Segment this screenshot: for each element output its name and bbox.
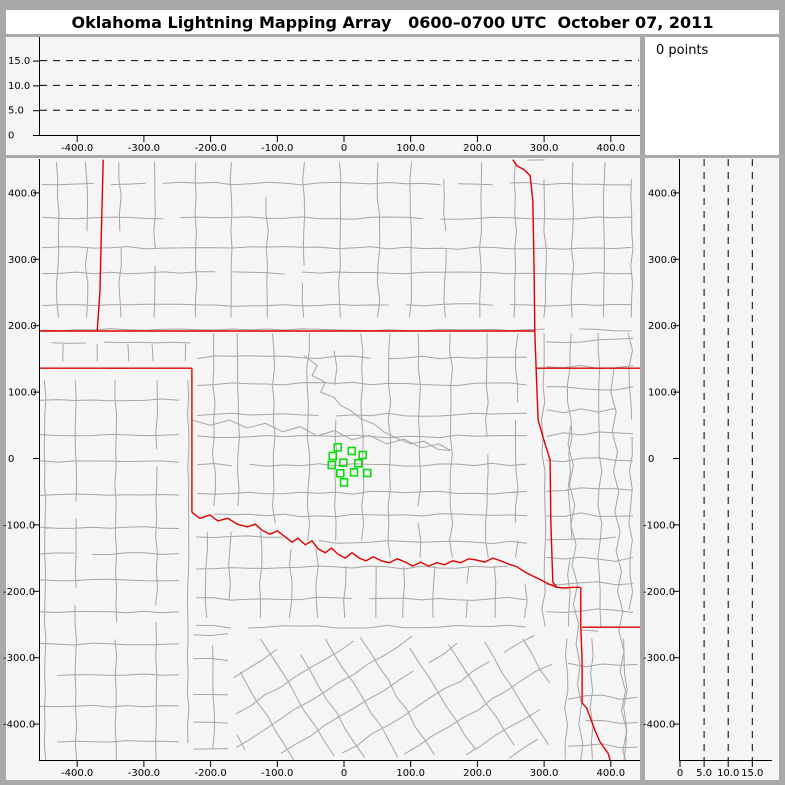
right-x-tick-label: 15.0 (741, 768, 763, 779)
county-mesh-south-texas (196, 531, 528, 629)
map-clipped-layers (39, 159, 640, 761)
top-y-tick-label: 15.0 (8, 56, 30, 67)
altitude-ns-plot: 400.0 300.0 200.0 100.0 0 -100.0 -200.0 -300.0 -… (643, 159, 772, 779)
state-border-texas-louisiana (580, 587, 611, 761)
right-y-tick-label: -400.0 (643, 720, 675, 731)
altitude-ns-panel (645, 158, 779, 780)
map-y-tick-label: 300.0 (8, 255, 37, 266)
lma-station-marker (328, 451, 337, 461)
points-count-label: 0 points (656, 43, 709, 58)
map-x-tick-label: 400.0 (596, 768, 625, 779)
state-border-colorado-kansas-west (96, 159, 104, 332)
right-y-tick-label: -300.0 (643, 653, 675, 664)
plan-view-map-plot: 400.0 300.0 200.0 100.0 0 -100.0 -200.0 -300.0 -… (3, 159, 640, 779)
window-title: Oklahoma Lightning Mapping Array 0600–07… (71, 12, 714, 32)
top-x-tick-label: 300.0 (530, 143, 559, 154)
top-x-tick-label: 400.0 (596, 143, 625, 154)
map-y-tick-label: -400.0 (3, 720, 35, 731)
title-bar: Oklahoma Lightning Mapping Array 0600–07… (6, 10, 779, 34)
top-y-tick-label: 5.0 (8, 106, 24, 117)
map-x-tick-label: 200.0 (463, 768, 492, 779)
right-y-tick-label: -100.0 (643, 520, 675, 531)
river-county-line (567, 425, 584, 761)
river-county-line (303, 355, 451, 451)
map-y-tick-label: -100.0 (3, 520, 35, 531)
lma-station-marker (347, 446, 356, 456)
county-mesh-southwest-texas (193, 633, 229, 750)
lma-station-marker (327, 460, 336, 470)
state-boundaries (39, 159, 640, 761)
state-border-east-border-mo-ar (512, 159, 558, 588)
lma-station-marker (336, 469, 345, 478)
county-mesh-oklahoma (197, 333, 527, 558)
map-x-tick-label: -300.0 (128, 768, 160, 779)
right-y-tick-label: 300.0 (648, 255, 677, 266)
right-y-tick-label: 100.0 (648, 388, 677, 399)
lma-station-marker (358, 450, 367, 460)
top-x-tick-label: 0 (341, 143, 347, 154)
map-x-tick-label: 100.0 (396, 768, 425, 779)
map-y-tick-label: 400.0 (8, 188, 37, 199)
right-y-tick-label: 200.0 (648, 321, 677, 332)
right-y-tick-label: 0 (648, 454, 654, 465)
top-x-tick-label: -400.0 (61, 143, 93, 154)
county-mesh-west-texas (40, 367, 190, 761)
map-y-tick-label: 100.0 (8, 388, 37, 399)
right-x-tick-label: 0 (677, 768, 683, 779)
right-x-tick-label: 10.0 (717, 768, 739, 779)
lma-station-marker (339, 458, 348, 467)
altitude-ew-plot: 0 5.0 10.0 15.0 -400.0 -300.0 -200.0 -100.0 0 100… (8, 37, 640, 154)
top-y-tick-label: 0 (8, 131, 14, 142)
map-y-tick-label: -300.0 (3, 653, 35, 664)
map-y-tick-label: -200.0 (3, 587, 35, 598)
map-x-tick-label: -100.0 (261, 768, 293, 779)
map-x-tick-label: 0 (341, 768, 347, 779)
lma-station-marker (363, 468, 372, 478)
state-border-red-river (191, 511, 581, 589)
top-x-tick-label: -100.0 (261, 143, 293, 154)
river-county-line (610, 368, 628, 761)
county-mesh-louisiana-east-texas (564, 638, 638, 760)
right-y-tick-label: -200.0 (643, 587, 675, 598)
county-boundaries (40, 159, 638, 761)
lma-station-marker (354, 459, 363, 468)
lma-stations (327, 443, 372, 487)
top-x-tick-label: -200.0 (194, 143, 226, 154)
map-x-tick-label: -400.0 (61, 768, 93, 779)
map-x-tick-label: -200.0 (194, 768, 226, 779)
top-x-tick-label: 200.0 (463, 143, 492, 154)
map-y-tick-label: 200.0 (8, 321, 37, 332)
right-y-tick-label: 400.0 (648, 188, 677, 199)
points-count-panel: 0 points (645, 37, 779, 155)
map-y-tick-label: 0 (8, 454, 14, 465)
top-y-tick-label: 10.0 (8, 81, 30, 92)
top-x-tick-label: 100.0 (396, 143, 425, 154)
lma-station-marker (349, 468, 359, 477)
right-x-tick-label: 5.0 (696, 768, 712, 779)
top-x-tick-label: -300.0 (128, 143, 160, 154)
county-mesh-central-texas-tilted (233, 635, 553, 761)
altitude-ew-plot-area[interactable] (40, 37, 639, 135)
county-mesh-arkansas-missouri-east (540, 332, 634, 632)
altitude-ns-plot-area[interactable] (679, 159, 771, 760)
map-x-tick-label: 300.0 (530, 768, 559, 779)
lma-station-marker (339, 478, 349, 487)
county-mesh-oklahoma-panhandle (51, 341, 191, 362)
lma-station-marker (333, 443, 342, 452)
map-plot-area[interactable] (39, 159, 640, 760)
